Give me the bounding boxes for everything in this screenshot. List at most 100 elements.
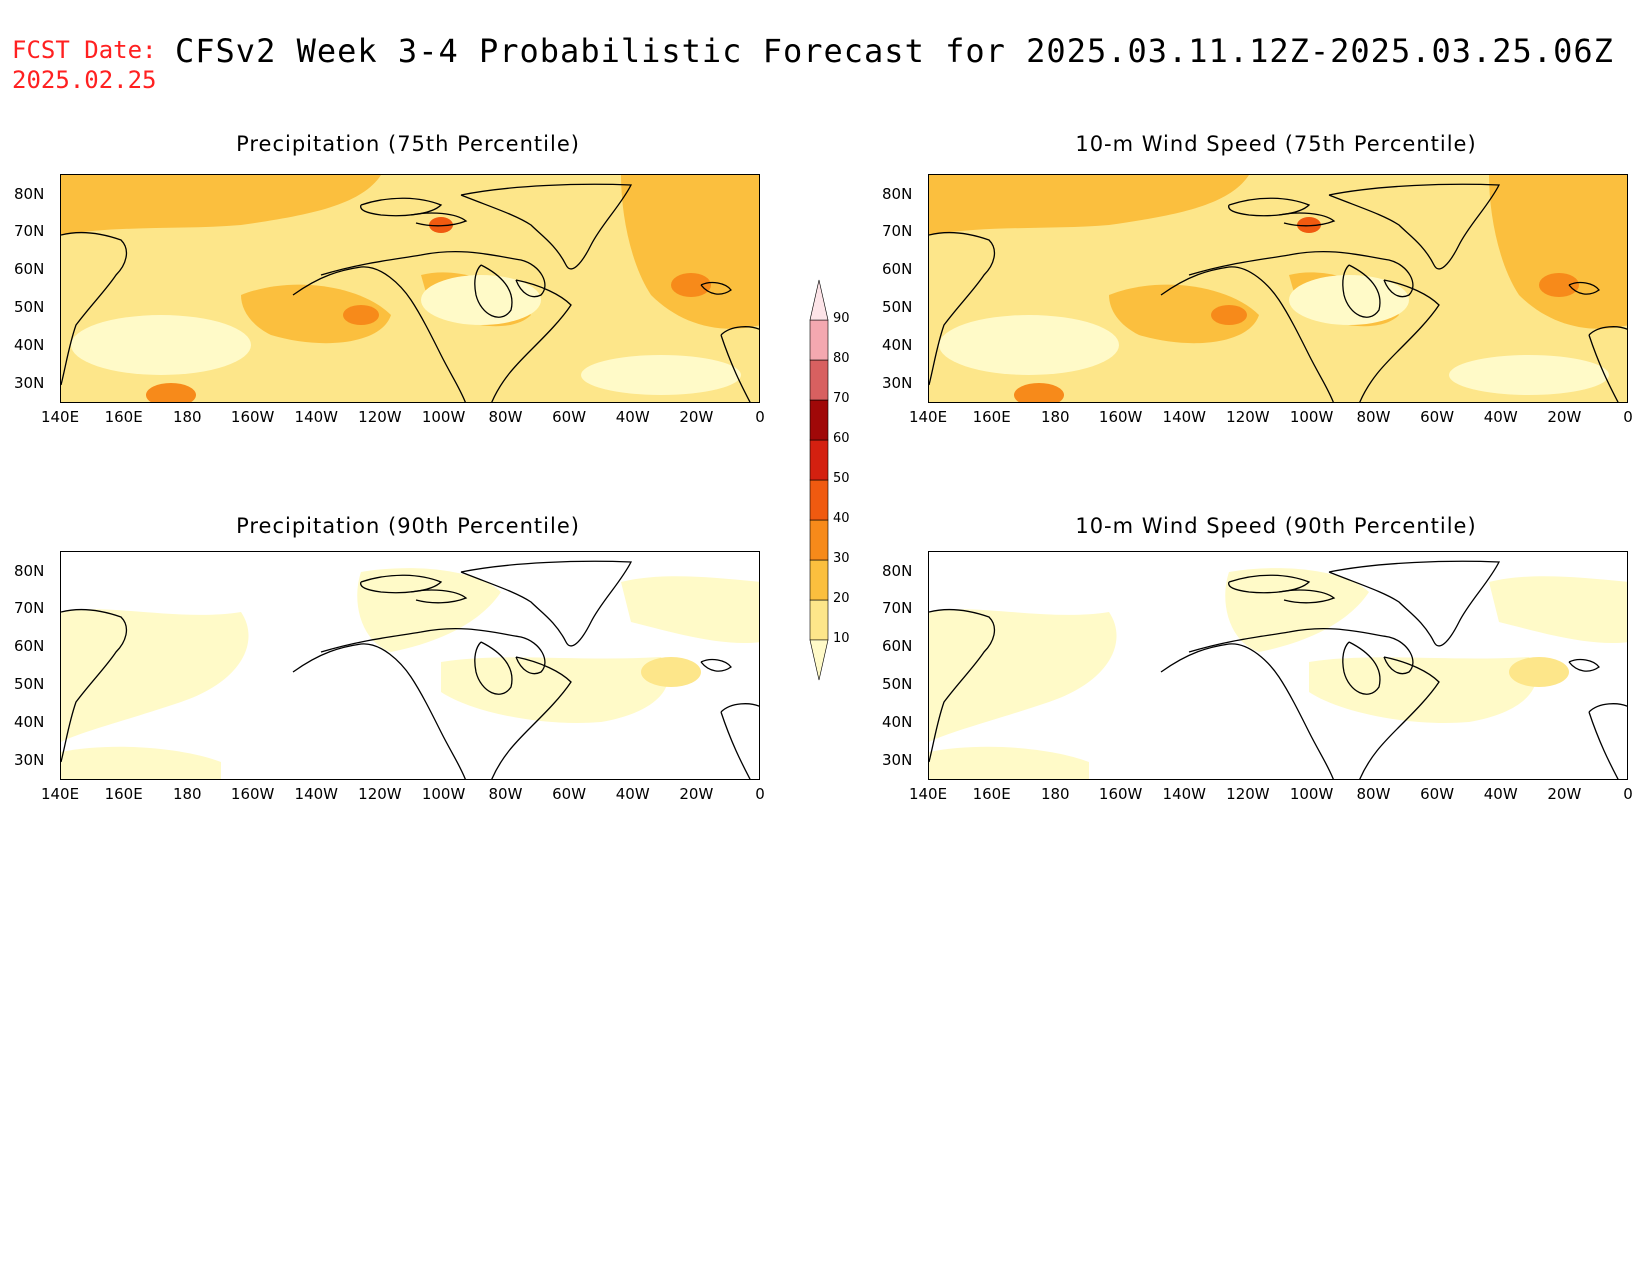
y-tick-label: 40N bbox=[882, 712, 913, 731]
colorbar-level-label: 10 bbox=[833, 631, 850, 646]
x-tick-label: 100W bbox=[421, 408, 466, 426]
x-tick-label: 140E bbox=[40, 408, 80, 426]
x-tick-label: 20W bbox=[1547, 408, 1582, 426]
x-tick-label: 40W bbox=[615, 785, 650, 803]
x-tick-label: 140E bbox=[908, 785, 948, 803]
y-tick-label: 70N bbox=[14, 599, 45, 618]
x-tick-label: 20W bbox=[679, 408, 714, 426]
colorbar-box bbox=[809, 319, 829, 361]
colorbar-box bbox=[809, 359, 829, 401]
y-tick-label: 60N bbox=[882, 260, 913, 279]
x-tick-label: 180 bbox=[172, 408, 202, 426]
panel-title-precip-90: Precipitation (90th Percentile) bbox=[236, 514, 580, 538]
y-tick-label: 80N bbox=[882, 561, 913, 580]
x-tick-label: 100W bbox=[1289, 785, 1334, 803]
y-tick-label: 50N bbox=[882, 297, 913, 316]
x-tick-label: 40W bbox=[615, 408, 650, 426]
x-tick-label: 60W bbox=[552, 785, 587, 803]
colorbar-level-label: 20 bbox=[833, 591, 850, 606]
x-tick-label: 160W bbox=[230, 785, 275, 803]
x-tick-label: 40W bbox=[1483, 785, 1518, 803]
colorbar-box bbox=[809, 519, 829, 561]
x-tick-label: 40W bbox=[1483, 408, 1518, 426]
x-tick-label: 120W bbox=[1226, 408, 1270, 426]
y-tick-label: 50N bbox=[14, 297, 45, 316]
colorbar-level-label: 50 bbox=[833, 471, 850, 486]
map-wind-75 bbox=[928, 174, 1628, 403]
x-tick-label: 140E bbox=[40, 785, 80, 803]
y-tick-label: 60N bbox=[14, 637, 45, 656]
colorbar-level-label: 60 bbox=[833, 431, 850, 446]
colorbar-top-triangle bbox=[809, 279, 829, 321]
x-tick-label: 80W bbox=[488, 785, 523, 803]
x-tick-label: 160W bbox=[1098, 408, 1143, 426]
y-tick-label: 30N bbox=[14, 750, 45, 769]
x-tick-label: 160E bbox=[972, 408, 1011, 426]
x-tick-label: 180 bbox=[172, 785, 202, 803]
x-tick-label: 100W bbox=[421, 785, 466, 803]
x-tick-label: 120W bbox=[358, 408, 402, 426]
colorbar-level-label: 40 bbox=[833, 511, 850, 526]
y-tick-label: 70N bbox=[882, 222, 913, 241]
x-tick-label: 140W bbox=[294, 408, 338, 426]
x-tick-label: 160E bbox=[104, 785, 143, 803]
colorbar-box bbox=[809, 399, 829, 441]
map-shading bbox=[61, 175, 759, 402]
x-tick-label: 160W bbox=[1098, 785, 1143, 803]
main-title: CFSv2 Week 3-4 Probabilistic Forecast fo… bbox=[175, 32, 1614, 70]
colorbar-level-label: 30 bbox=[833, 551, 850, 566]
x-tick-label: 140W bbox=[1162, 408, 1206, 426]
colorbar-bottom-triangle bbox=[809, 639, 829, 681]
x-tick-label: 60W bbox=[1420, 408, 1455, 426]
panel-title-precip-75: Precipitation (75th Percentile) bbox=[236, 132, 580, 156]
x-tick-label: 140E bbox=[908, 408, 948, 426]
x-tick-label: 100W bbox=[1289, 408, 1334, 426]
x-tick-label: 80W bbox=[1356, 408, 1391, 426]
x-tick-label: 20W bbox=[679, 785, 714, 803]
x-tick-label: 80W bbox=[488, 408, 523, 426]
x-tick-label: 20W bbox=[1547, 785, 1582, 803]
map-shading bbox=[929, 552, 1627, 779]
x-tick-label: 140W bbox=[1162, 785, 1206, 803]
colorbar-box bbox=[809, 559, 829, 601]
fcst-date-label: FCST Date: bbox=[12, 36, 157, 64]
x-tick-label: 60W bbox=[552, 408, 587, 426]
colorbar-level-label: 80 bbox=[833, 351, 850, 366]
map-shading bbox=[61, 552, 759, 779]
y-tick-label: 80N bbox=[14, 561, 45, 580]
panel-title-wind-75: 10-m Wind Speed (75th Percentile) bbox=[1075, 132, 1477, 156]
x-tick-label: 160E bbox=[104, 408, 143, 426]
y-tick-label: 40N bbox=[882, 335, 913, 354]
x-tick-label: 0 bbox=[1623, 408, 1633, 426]
x-tick-label: 160W bbox=[230, 408, 275, 426]
x-tick-label: 60W bbox=[1420, 785, 1455, 803]
y-tick-label: 80N bbox=[882, 184, 913, 203]
y-tick-label: 50N bbox=[882, 674, 913, 693]
x-tick-label: 80W bbox=[1356, 785, 1391, 803]
y-tick-label: 40N bbox=[14, 712, 45, 731]
colorbar-box bbox=[809, 599, 829, 641]
y-tick-label: 40N bbox=[14, 335, 45, 354]
x-tick-label: 140W bbox=[294, 785, 338, 803]
x-tick-label: 0 bbox=[755, 408, 765, 426]
panel-title-wind-90: 10-m Wind Speed (90th Percentile) bbox=[1075, 514, 1477, 538]
colorbar-box bbox=[809, 479, 829, 521]
y-tick-label: 30N bbox=[882, 750, 913, 769]
colorbar-box bbox=[809, 439, 829, 481]
colorbar-level-label: 90 bbox=[833, 311, 850, 326]
colorbar bbox=[809, 279, 829, 681]
x-tick-label: 0 bbox=[755, 785, 765, 803]
x-tick-label: 160E bbox=[972, 785, 1011, 803]
map-wind-90 bbox=[928, 551, 1628, 780]
y-tick-label: 80N bbox=[14, 184, 45, 203]
y-tick-label: 30N bbox=[882, 373, 913, 392]
map-precip-90 bbox=[60, 551, 760, 780]
map-precip-75 bbox=[60, 174, 760, 403]
y-tick-label: 60N bbox=[882, 637, 913, 656]
x-tick-label: 180 bbox=[1040, 785, 1070, 803]
map-shading bbox=[929, 175, 1627, 402]
x-tick-label: 120W bbox=[1226, 785, 1270, 803]
x-tick-label: 120W bbox=[358, 785, 402, 803]
y-tick-label: 60N bbox=[14, 260, 45, 279]
y-tick-label: 70N bbox=[882, 599, 913, 618]
